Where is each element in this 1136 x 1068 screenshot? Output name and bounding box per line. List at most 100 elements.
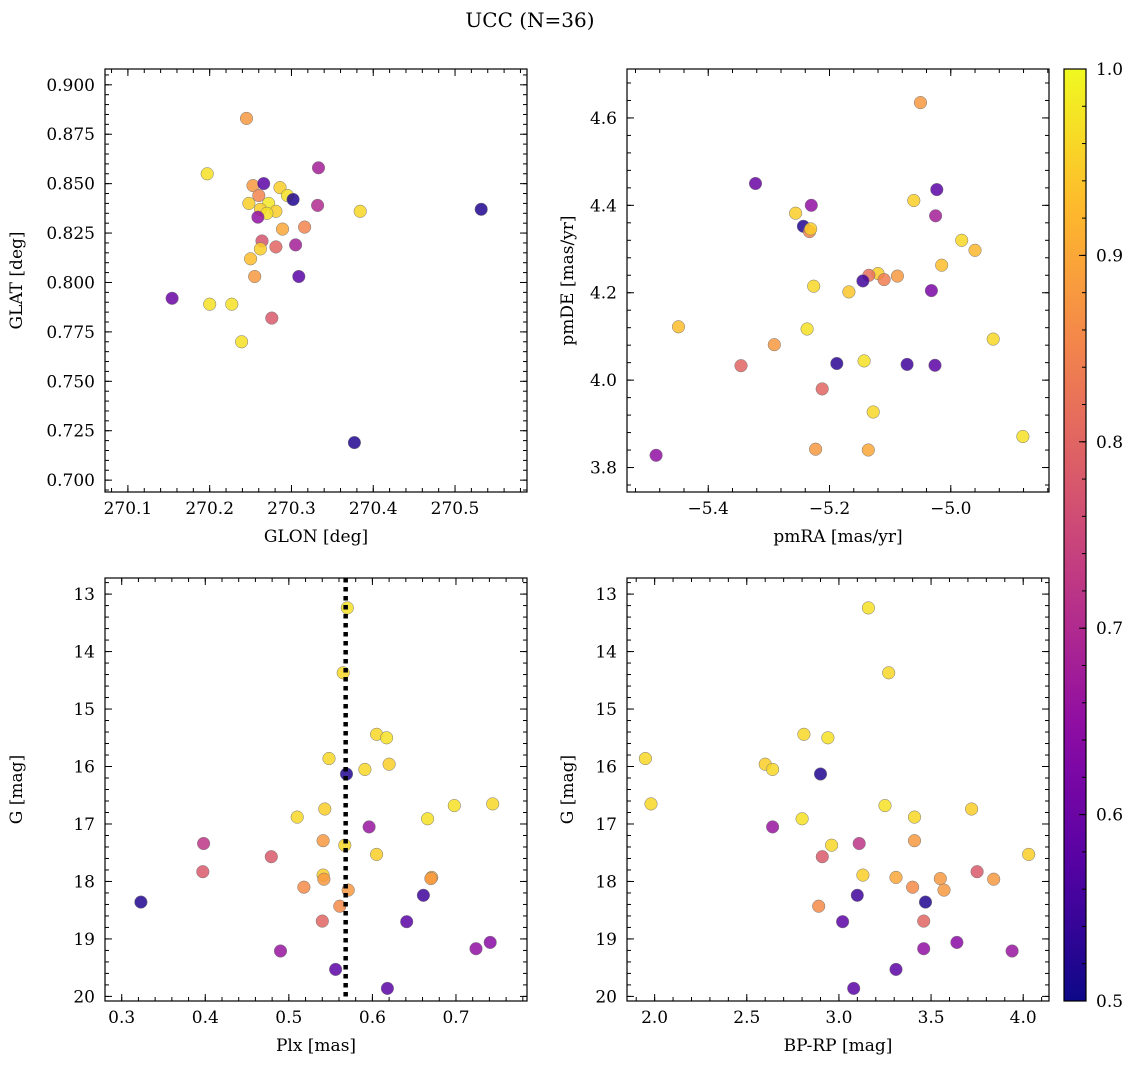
y-tick-label: 20 [73,987,95,1007]
data-point [847,981,861,995]
data-point [253,242,267,256]
data-point [918,895,933,909]
data-point [856,868,870,882]
x-axis-label: BP-RP [mag] [784,1036,893,1056]
ticks [104,578,527,1001]
data-point [239,111,254,125]
y-tick-label: 0.900 [46,76,95,96]
plot-area [105,69,527,492]
data-point [165,291,179,305]
data-point [362,820,376,834]
data-point [273,944,288,958]
colorbar-tick-label: 0.6 [1096,806,1123,826]
data-point [830,356,844,371]
data-point [200,167,214,181]
y-axis-label: GLAT [deg] [7,231,27,329]
x-axis-label: Plx [mas] [276,1036,356,1056]
data-point [795,812,809,826]
x-tick-label: 3.5 [918,1008,945,1028]
y-tick-label: 13 [73,585,95,605]
data-point [486,797,500,811]
data-point [917,942,931,956]
data-point [889,870,903,884]
data-point [877,273,891,287]
data-point [930,183,944,197]
data-point [907,193,921,208]
data-point [318,802,332,816]
panels: 270.1 270.2 270.3 270.4 270.5 0.700 0.725 0.750… [7,68,1050,1056]
scatter-points [134,601,500,995]
y-tick-label: 4.0 [590,371,617,391]
data-point [856,274,870,288]
data-point [315,914,329,928]
data-point [297,880,311,894]
data-point [913,96,928,110]
y-tick-label: 0.700 [46,471,95,491]
data-point [286,192,300,207]
x-tick-label: 0.6 [359,1008,386,1028]
data-point [638,751,652,766]
data-point [474,202,488,216]
data-point [242,196,256,210]
data-point [748,176,763,191]
data-point [265,311,279,325]
y-tick-label: 18 [595,873,617,893]
x-tick-label: −5.0 [930,499,971,519]
x-tick-label: 0.7 [442,1008,469,1028]
data-point [134,895,148,909]
data-point [950,935,964,949]
data-point [483,935,497,949]
data-point [649,448,663,462]
ticks [105,69,527,492]
x-tick-label: 0.3 [108,1008,135,1028]
data-point [924,284,938,298]
x-tick-label: −5.4 [688,499,729,519]
data-point [866,405,880,419]
data-point [197,836,211,851]
data-point [358,762,372,776]
data-point [933,872,947,886]
data-point [289,238,303,252]
y-tick-label: 0.850 [46,175,95,195]
data-point [311,198,325,212]
data-point [264,850,278,864]
axes-frame [626,68,1050,493]
y-tick-label: 3.8 [590,459,617,479]
data-point [347,436,361,450]
data-point [900,357,914,371]
data-point [852,836,866,851]
data-point [317,872,331,886]
data-point [671,320,686,334]
y-tick-label: 0.800 [46,274,95,294]
data-point [987,872,1001,886]
y-tick-label: 14 [595,643,617,663]
data-point [382,757,396,771]
x-tick-label: 270.5 [431,499,480,519]
data-point [252,188,266,203]
data-point [986,332,1000,346]
axes-frame [104,68,528,493]
scatter-points [638,601,1036,995]
data-point [269,240,283,254]
data-point [890,269,904,283]
data-point [937,883,951,897]
data-point [416,888,430,902]
y-tick-label: 4.2 [590,284,617,304]
x-tick-label: 4.0 [1010,1008,1037,1028]
x-tick-label: −5.2 [809,499,850,519]
data-point [316,834,330,848]
data-point [821,731,835,745]
y-tick-label: 0.725 [46,422,95,442]
y-tick-label: 0.775 [46,323,95,343]
data-point [1016,429,1030,444]
data-point [353,204,367,218]
data-point [878,799,892,813]
data-point [906,880,920,894]
y-axis-label: G [mag] [7,755,27,824]
data-point [907,810,922,824]
data-point [807,279,821,293]
data-point [797,727,811,741]
colorbar-tick-label: 0.8 [1096,433,1123,453]
data-point [857,354,871,368]
